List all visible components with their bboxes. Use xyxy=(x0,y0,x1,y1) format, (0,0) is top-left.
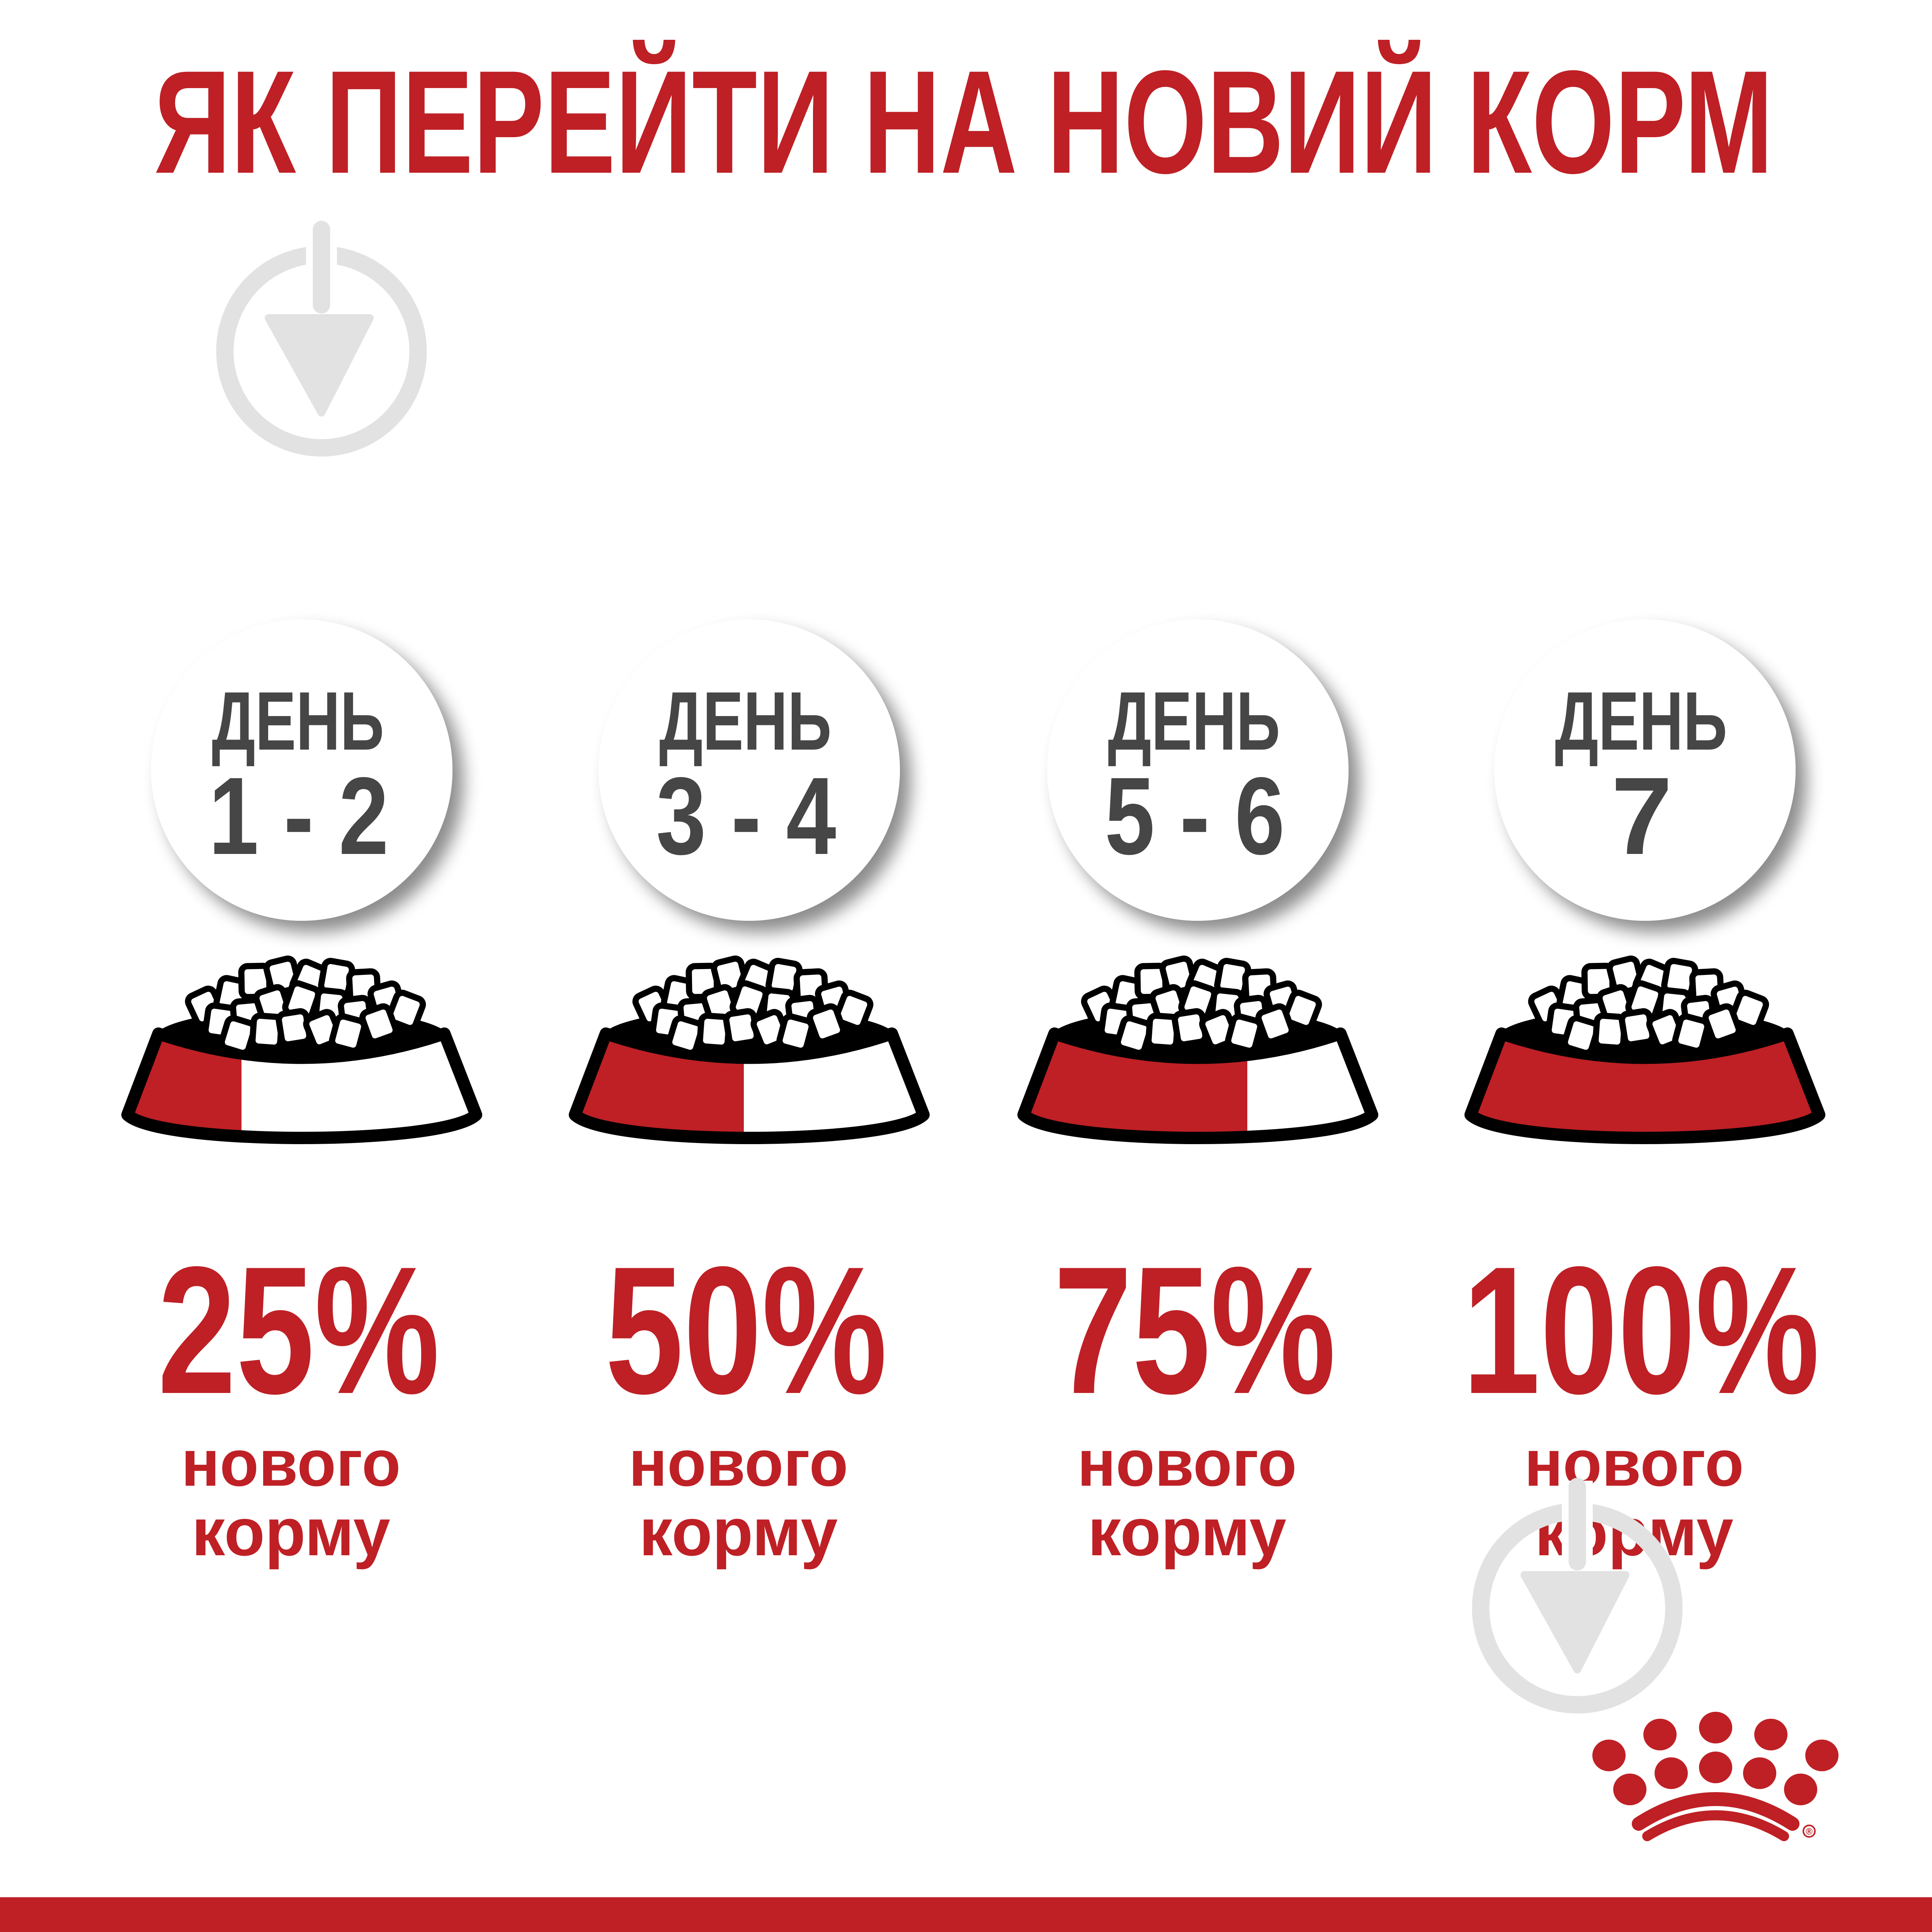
logo-arc xyxy=(1632,1792,1799,1831)
day-badge xyxy=(151,619,452,921)
day-label: ДЕНЬ xyxy=(1555,674,1727,767)
day-label: ДЕНЬ xyxy=(659,674,832,767)
logo-dot xyxy=(1699,1712,1732,1743)
royal-canin-logo: ® xyxy=(1592,1712,1838,1841)
day-range: 5 - 6 xyxy=(1105,755,1285,878)
caption-line-1: нового xyxy=(629,1427,848,1500)
logo-dot xyxy=(1754,1719,1787,1750)
caption-line-2: корму xyxy=(1088,1495,1286,1570)
watermark-download-icon xyxy=(1472,1478,1683,1714)
logo-dot xyxy=(1743,1757,1776,1789)
day-label: ДЕНЬ xyxy=(1108,674,1280,767)
percent-value: 75% xyxy=(1054,1229,1336,1432)
logo-dot xyxy=(1699,1752,1732,1783)
day-range: 1 - 2 xyxy=(209,755,389,878)
logo-dot xyxy=(1613,1774,1646,1805)
logo-dot xyxy=(1655,1757,1688,1789)
caption-line-2: корму xyxy=(639,1495,838,1570)
caption-line-2: корму xyxy=(192,1495,390,1570)
food-bowl-icon xyxy=(121,955,482,1144)
logo-dot xyxy=(1784,1774,1817,1805)
food-bowl-icon xyxy=(569,955,930,1144)
day-range: 7 xyxy=(1611,755,1673,878)
caption-line-1: нового xyxy=(1077,1427,1297,1500)
bottom-brand-bar xyxy=(0,1897,1932,1932)
logo-dot xyxy=(1643,1719,1677,1750)
percent-value: 100% xyxy=(1463,1229,1820,1432)
food-bowl-icon xyxy=(1017,955,1378,1144)
day-badge xyxy=(1047,619,1349,921)
day-badge xyxy=(599,619,900,921)
page-title: ЯК ПЕРЕЙТИ НА НОВИЙ КОРМ xyxy=(154,40,1773,204)
day-label: ДЕНЬ xyxy=(212,674,384,767)
food-bowl-icon xyxy=(1464,955,1825,1144)
logo-dot xyxy=(1592,1740,1626,1771)
caption-line-1: нового xyxy=(1524,1427,1744,1500)
registered-mark: ® xyxy=(1806,1827,1813,1837)
day-badge xyxy=(1494,619,1796,921)
watermark-download-icon xyxy=(216,221,427,457)
percent-value: 25% xyxy=(158,1229,440,1432)
caption-line-1: нового xyxy=(181,1427,401,1500)
percent-value: 50% xyxy=(605,1229,887,1432)
logo-dot xyxy=(1805,1740,1838,1771)
day-range: 3 - 4 xyxy=(656,755,837,878)
logo-arc xyxy=(1642,1810,1789,1841)
